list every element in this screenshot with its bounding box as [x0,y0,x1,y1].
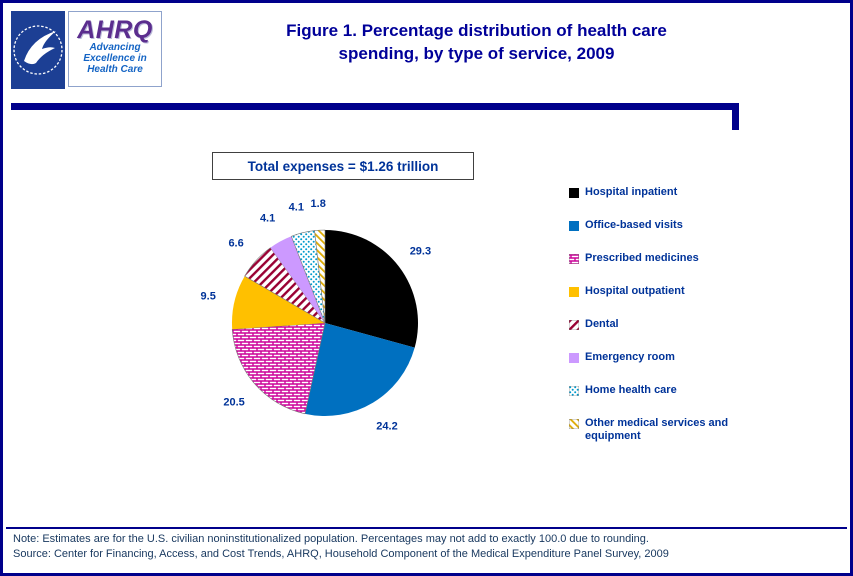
legend-item-other-medical-services-and-equipment: Other medical services and equipment [569,417,764,443]
pie-slice-prescribed-medicines [231,322,326,415]
legend-swatch-dental-icon [569,320,579,330]
pie-value-label-other-medical-services-and-equipment: 1.8 [311,198,326,210]
legend-item-home-health-care: Home health care [569,384,764,397]
legend-label-prescribed-medicines: Prescribed medicines [585,252,699,264]
legend-label-emergency-room: Emergency room [585,351,675,363]
figure-title-line1: Figure 1. Percentage distribution of hea… [286,21,667,40]
hhs-logo-icon [11,11,65,89]
header-divider-vertical [732,103,739,130]
agency-logo-block: AHRQ Advancing Excellence in Health Care [11,11,162,89]
pie-slice-other-medical-services-and-equipment [314,229,326,324]
ahrq-tagline-line3: Health Care [87,64,143,75]
legend-item-prescribed-medicines: Prescribed medicines [569,252,764,265]
legend-swatch-hospital-inpatient-icon [569,188,579,198]
legend-swatch-emergency-room-icon [569,353,579,363]
pie-slice-hospital-outpatient [231,276,325,330]
pie-chart: 29.3 24.2 20.5 9.5 6.6 4.1 4.1 1.8 [201,198,432,433]
total-expenses-label: Total expenses = $1.26 trillion [247,158,439,174]
legend-label-hospital-outpatient: Hospital outpatient [585,285,685,297]
pie-slice-emergency-room [270,236,325,323]
ahrq-logo: AHRQ Advancing Excellence in Health Care [68,11,162,87]
pie-slice-office-based-visits [305,323,415,417]
legend-swatch-other-medical-services-and-equipment-icon [569,419,579,429]
legend-swatch-prescribed-medicines-icon [569,254,579,264]
pie-value-label-emergency-room: 4.1 [260,213,275,225]
legend-swatch-home-health-care-icon [569,386,579,396]
figure-title-line2: spending, by type of service, 2009 [338,44,615,63]
legend-label-other-medical-services-and-equipment: Other medical services and equipment [585,417,729,442]
legend-label-office-based-visits: Office-based visits [585,219,683,231]
pie-value-label-hospital-outpatient: 9.5 [201,291,216,303]
total-expenses-box: Total expenses = $1.26 trillion [212,152,474,180]
pie-slice-dental [244,247,326,324]
pie-value-label-dental: 6.6 [228,237,243,249]
pie-value-label-home-health-care: 4.1 [289,202,304,214]
pie-slice-hospital-inpatient [325,230,418,348]
footer-notes: Note: Estimates are for the U.S. civilia… [13,532,840,561]
legend-item-hospital-outpatient: Hospital outpatient [569,285,764,298]
chart-legend: Hospital inpatient Office-based visits Pre… [569,186,764,443]
legend-item-hospital-inpatient: Hospital inpatient [569,186,764,199]
legend-item-dental: Dental [569,318,764,331]
pie-value-label-hospital-inpatient: 29.3 [410,245,431,257]
legend-item-office-based-visits: Office-based visits [569,219,764,232]
legend-label-dental: Dental [585,318,619,330]
figure-title: Figure 1. Percentage distribution of hea… [173,19,780,65]
pie-value-label-office-based-visits: 24.2 [376,421,397,433]
legend-label-home-health-care: Home health care [585,384,677,396]
note-text: Note: Estimates are for the U.S. civilia… [13,533,649,545]
ahrq-wordmark: AHRQ [77,16,153,44]
header-divider-horizontal [11,103,739,110]
ahrq-tagline-line1: Advancing [89,42,141,53]
source-text: Source: Center for Financing, Access, an… [13,547,669,560]
legend-item-emergency-room: Emergency room [569,351,764,364]
ahrq-tagline-line2: Excellence in [83,53,147,64]
legend-swatch-office-based-visits-icon [569,221,579,231]
legend-label-hospital-inpatient: Hospital inpatient [585,186,678,198]
pie-value-label-prescribed-medicines: 20.5 [223,396,244,408]
legend-swatch-hospital-outpatient-icon [569,287,579,297]
footer-divider [6,527,847,529]
